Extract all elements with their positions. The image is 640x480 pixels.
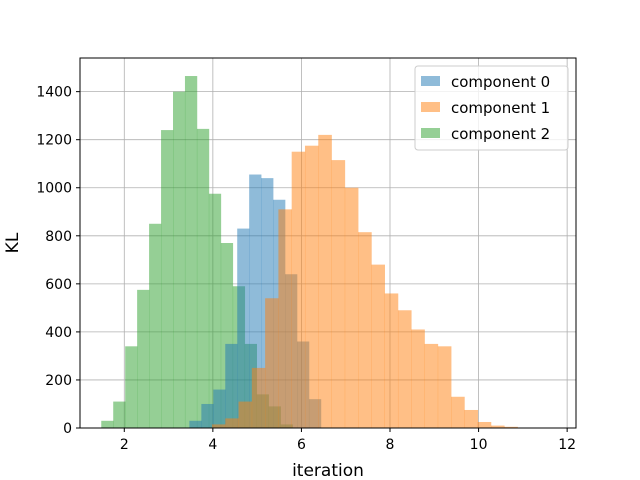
histogram-bar — [437, 346, 452, 428]
histogram-bar — [424, 343, 439, 428]
histogram-bar — [265, 298, 279, 428]
x-tick-label: 2 — [120, 437, 129, 453]
histogram-bar — [371, 264, 385, 428]
histogram-bars — [101, 76, 518, 429]
histogram-bar — [225, 418, 239, 428]
histogram-bar — [291, 151, 306, 428]
y-tick-label: 1400 — [36, 85, 72, 101]
legend-box — [414, 65, 569, 151]
histogram-bar — [149, 223, 162, 428]
x-tick-label: 6 — [297, 437, 306, 453]
axis-ticks: 2 4 6 8 10 12 0 200 400 600 800 1000 1200 1400 — [36, 85, 576, 453]
histogram-bar — [173, 91, 186, 429]
histogram-bar — [196, 128, 210, 428]
histogram-bar — [331, 160, 346, 428]
histogram-bar — [225, 343, 238, 428]
histogram-bar — [451, 396, 465, 428]
legend-label: component 2 — [451, 125, 550, 143]
y-tick-label: 200 — [45, 373, 72, 389]
legend-swatch — [421, 76, 440, 86]
y-tick-label: 600 — [45, 277, 72, 293]
histogram-bar — [237, 228, 250, 428]
histogram-bar — [161, 130, 174, 428]
plot-frame — [79, 57, 577, 429]
histogram-bar — [397, 310, 412, 428]
histogram-bar — [201, 403, 214, 428]
legend-label: component 1 — [451, 99, 550, 117]
x-tick-label: 12 — [558, 437, 576, 453]
histogram-bar — [344, 187, 359, 428]
legend-label: component 0 — [451, 73, 550, 91]
series-component-1 — [211, 134, 518, 428]
histogram-bar — [238, 401, 253, 428]
histogram-bar — [464, 409, 478, 428]
x-tick-label: 10 — [470, 437, 488, 453]
y-tick-label: 0 — [63, 421, 72, 437]
histogram-bar — [490, 425, 505, 428]
x-axis-label: iteration — [292, 461, 364, 480]
histogram-bar — [504, 426, 518, 428]
histogram-bar — [251, 367, 266, 428]
legend-swatch — [421, 102, 440, 112]
y-tick-label: 400 — [45, 325, 72, 341]
y-tick-label: 1200 — [36, 133, 72, 149]
histogram-bar — [304, 145, 319, 428]
histogram-bar — [208, 193, 222, 428]
y-axis-label: KL — [3, 232, 23, 253]
x-tick-label: 4 — [208, 437, 217, 453]
histogram-bar — [249, 174, 262, 428]
histogram-bar — [184, 76, 198, 429]
histogram-bar — [189, 420, 202, 428]
histogram-bar — [358, 232, 372, 428]
histogram-bar — [211, 424, 226, 428]
legend: component 0 component 1 component 2 — [414, 65, 569, 151]
x-tick-label: 8 — [386, 437, 395, 453]
legend-swatch — [421, 128, 440, 138]
histogram-bar — [125, 346, 138, 428]
y-tick-label: 1000 — [36, 181, 72, 197]
y-tick-label: 800 — [45, 229, 72, 245]
histogram-bar — [101, 420, 114, 428]
histogram-bar — [318, 134, 332, 428]
histogram-bar — [411, 329, 425, 428]
histogram-bar — [113, 401, 126, 428]
histogram-bar — [384, 293, 399, 428]
histogram-bar — [213, 389, 226, 428]
histogram-bar — [278, 209, 292, 428]
histogram-bar — [137, 289, 150, 428]
histogram-bar — [477, 421, 492, 428]
